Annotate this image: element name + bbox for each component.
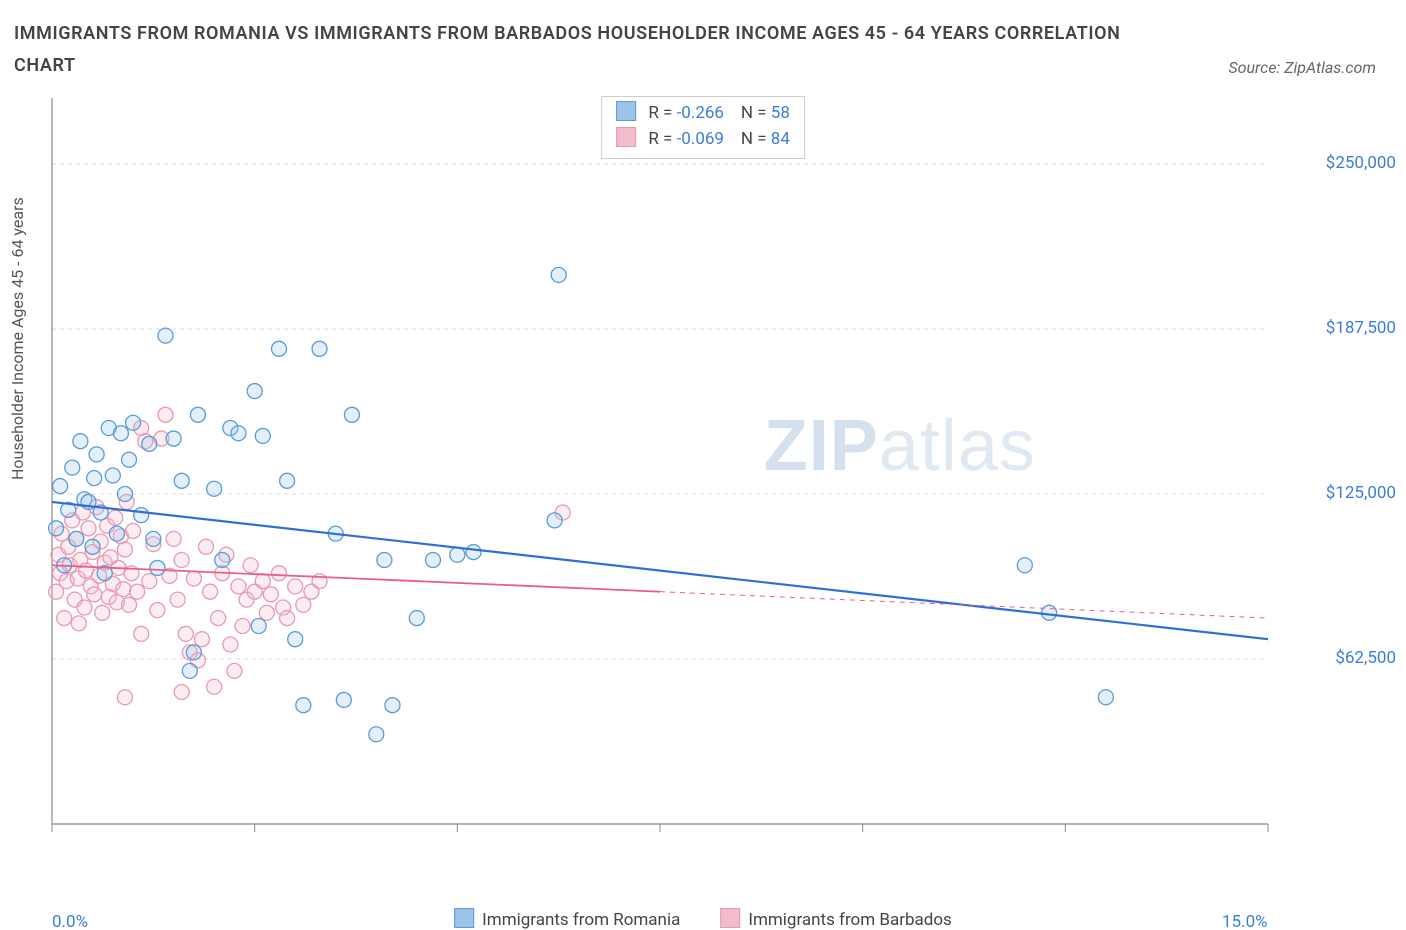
correlation-stats-box: R = -0.266 N = 58 R = -0.069 N = 84 [601, 96, 805, 159]
y-axis-label: Householder Income Ages 45 - 64 years [8, 197, 27, 480]
y-tick-label: $125,000 [1326, 483, 1396, 503]
y-tick-label: $62,500 [1335, 648, 1396, 668]
legend-item-romania: Immigrants from Romania [454, 908, 680, 930]
source-label: Source: ZipAtlas.com [1228, 58, 1376, 77]
x-tick-label: 15.0% [1222, 912, 1268, 930]
stats-row-romania: R = -0.266 N = 58 [616, 101, 790, 127]
y-tick-label: $250,000 [1326, 153, 1396, 173]
legend-item-barbados: Immigrants from Barbados [720, 908, 952, 930]
scatter-plot-svg [48, 94, 1378, 864]
chart-container: IMMIGRANTS FROM ROMANIA VS IMMIGRANTS FR… [0, 0, 1406, 930]
legend-swatch-icon [720, 908, 740, 928]
plot-area [48, 94, 1378, 864]
stats-row-barbados: R = -0.069 N = 84 [616, 127, 790, 153]
legend: Immigrants from Romania Immigrants from … [454, 908, 952, 930]
chart-title: IMMIGRANTS FROM ROMANIA VS IMMIGRANTS FR… [14, 18, 1134, 83]
legend-swatch-icon [454, 908, 474, 928]
x-tick-label: 0.0% [52, 912, 88, 930]
y-tick-label: $187,500 [1326, 318, 1396, 338]
